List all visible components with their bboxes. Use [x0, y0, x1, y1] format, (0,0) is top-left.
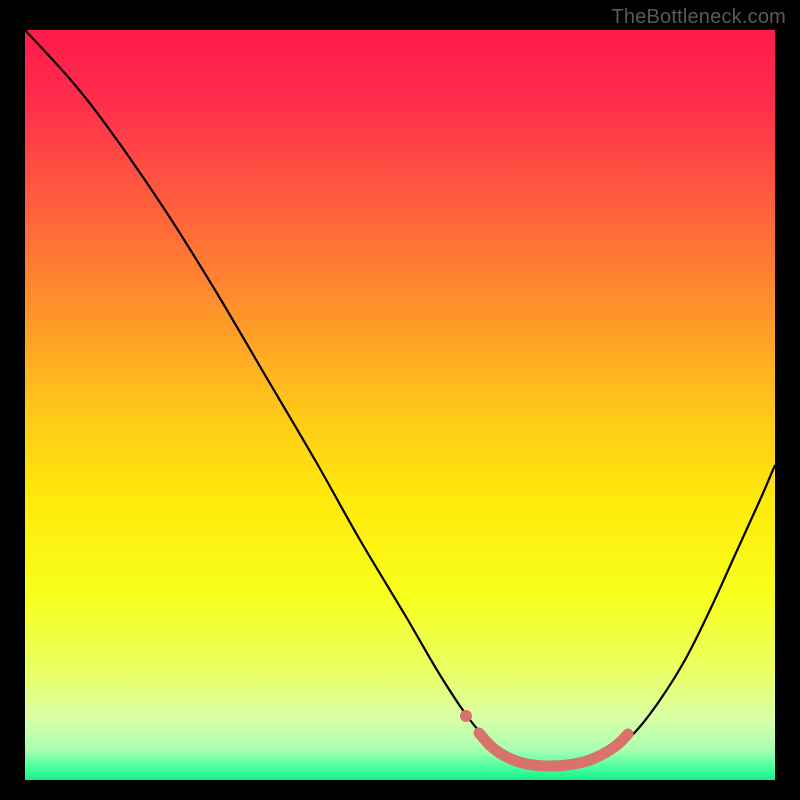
highlight-start-dot: [460, 710, 472, 722]
plot-frame: [25, 30, 775, 780]
highlight-optimal-zone: [479, 733, 628, 766]
plot-svg: [25, 30, 775, 780]
attribution-text: TheBottleneck.com: [611, 6, 786, 29]
bottleneck-curve: [25, 30, 775, 767]
chart-container: TheBottleneck.com: [0, 0, 800, 800]
